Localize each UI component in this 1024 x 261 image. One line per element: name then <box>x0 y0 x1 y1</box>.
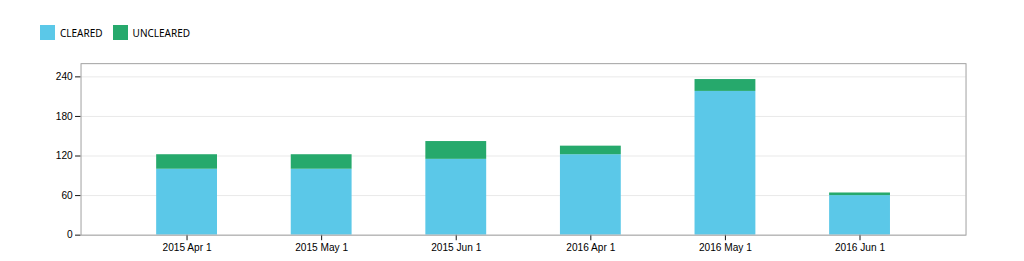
svg-text:2016 Apr 1: 2016 Apr 1 <box>566 242 615 253</box>
svg-text:2016 Jun 1: 2016 Jun 1 <box>835 242 885 253</box>
svg-text:2015 May 1: 2015 May 1 <box>295 242 348 253</box>
svg-text:0: 0 <box>67 229 73 240</box>
svg-text:60: 60 <box>61 190 73 201</box>
svg-text:2015 Jun 1: 2015 Jun 1 <box>431 242 481 253</box>
html-text:CLEARED: CLEARED <box>60 25 103 40</box>
svg-text:120: 120 <box>56 150 73 161</box>
svg-text:2016 May 1: 2016 May 1 <box>699 242 752 253</box>
svg-text:180: 180 <box>56 111 73 122</box>
svg-text:2015 Apr 1: 2015 Apr 1 <box>163 242 212 253</box>
html-text:UNCLEARED: UNCLEARED <box>132 25 191 40</box>
svg-text:240: 240 <box>56 71 73 82</box>
